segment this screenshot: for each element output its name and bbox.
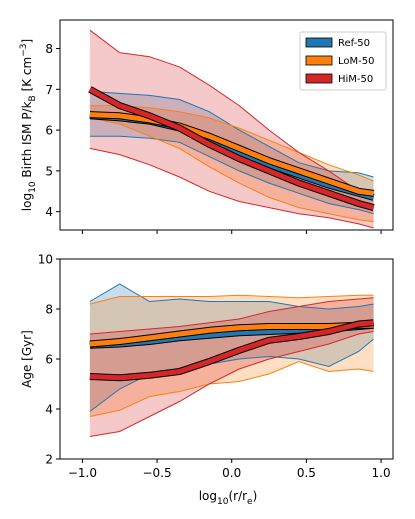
x-tick-label: −0.5 (142, 466, 171, 480)
top-medians (88, 86, 375, 211)
bot-y-tick-label: 4 (45, 403, 53, 417)
x-tick-label: 0.5 (297, 466, 316, 480)
legend-label-ref-50: Ref-50 (338, 38, 370, 49)
x-tick-label: 1.0 (372, 466, 391, 480)
bot-y-tick-label: 8 (45, 303, 53, 317)
top-band-lower-lom-50 (89, 117, 374, 223)
bottom-panel: 2 4 6 8 10 −1.0 −0.5 0.0 0.5 1.0 Age [Gyr] log10… (20, 253, 394, 507)
legend-label-him-50: HiM-50 (338, 74, 373, 85)
x-tick-label: 0.0 (222, 466, 241, 480)
top-y-tick-label: 8 (45, 42, 53, 56)
top-y-tick-label: 7 (45, 83, 53, 97)
top-band-lower-him-50 (89, 147, 374, 229)
legend-swatch-lom-50 (305, 55, 333, 66)
bot-band-upper-lom-50 (89, 294, 374, 305)
top-band-lom-50 (89, 105, 374, 222)
legend-label-lom-50: LoM-50 (338, 56, 374, 67)
bottom-medians (89, 319, 374, 382)
x-tick-label: −1.0 (68, 466, 97, 480)
top-y-tick-label: 5 (45, 164, 53, 178)
top-plot-frame (59, 19, 394, 231)
top-panel: 4 5 6 7 8 log10 Birth ISM P/kB [K cm−3] Ref-… (19, 19, 394, 234)
top-x-ticks (81, 230, 382, 234)
bot-band-upper-ref-50 (89, 283, 374, 310)
top-y-tick-label: 6 (45, 124, 53, 138)
bottom-x-ticks: −1.0 −0.5 0.0 0.5 1.0 (68, 459, 391, 480)
bottom-band-edges (89, 283, 374, 437)
top-y-axis-label: log10 Birth ISM P/kB [K cm−3] (19, 39, 38, 211)
bot-y-tick-label: 10 (38, 253, 53, 267)
bottom-y-ticks: 2 4 6 8 10 (38, 253, 60, 467)
x-axis-label: log10(r/re) (199, 489, 258, 507)
top-band-upper-lom-50 (89, 105, 374, 182)
bot-band-lower-him-50 (89, 331, 374, 437)
top-band-edges (89, 29, 374, 229)
bot-median-line-him-50 (89, 320, 374, 381)
bot-band-ref-50 (89, 284, 374, 412)
bot-y-tick-label: 2 (45, 453, 53, 467)
legend-swatch-him-50 (305, 73, 333, 84)
top-band-upper-him-50 (89, 29, 374, 198)
top-y-tick-label: 4 (45, 205, 53, 219)
bot-band-lower-lom-50 (89, 360, 374, 417)
bot-band-upper-him-50 (89, 297, 374, 335)
bot-y-tick-label: 6 (45, 353, 53, 367)
legend: Ref-50 LoM-50 HiM-50 (299, 31, 387, 91)
legend-swatch-ref-50 (305, 37, 333, 48)
top-band-lower-ref-50 (89, 135, 374, 215)
top-median-line-him-50 (88, 87, 375, 211)
top-y-ticks: 4 5 6 7 8 (45, 42, 60, 219)
top-band-upper-ref-50 (89, 90, 374, 178)
bottom-y-axis-label: Age [Gyr] (20, 330, 34, 388)
top-median-line-lom-50 (89, 112, 374, 196)
